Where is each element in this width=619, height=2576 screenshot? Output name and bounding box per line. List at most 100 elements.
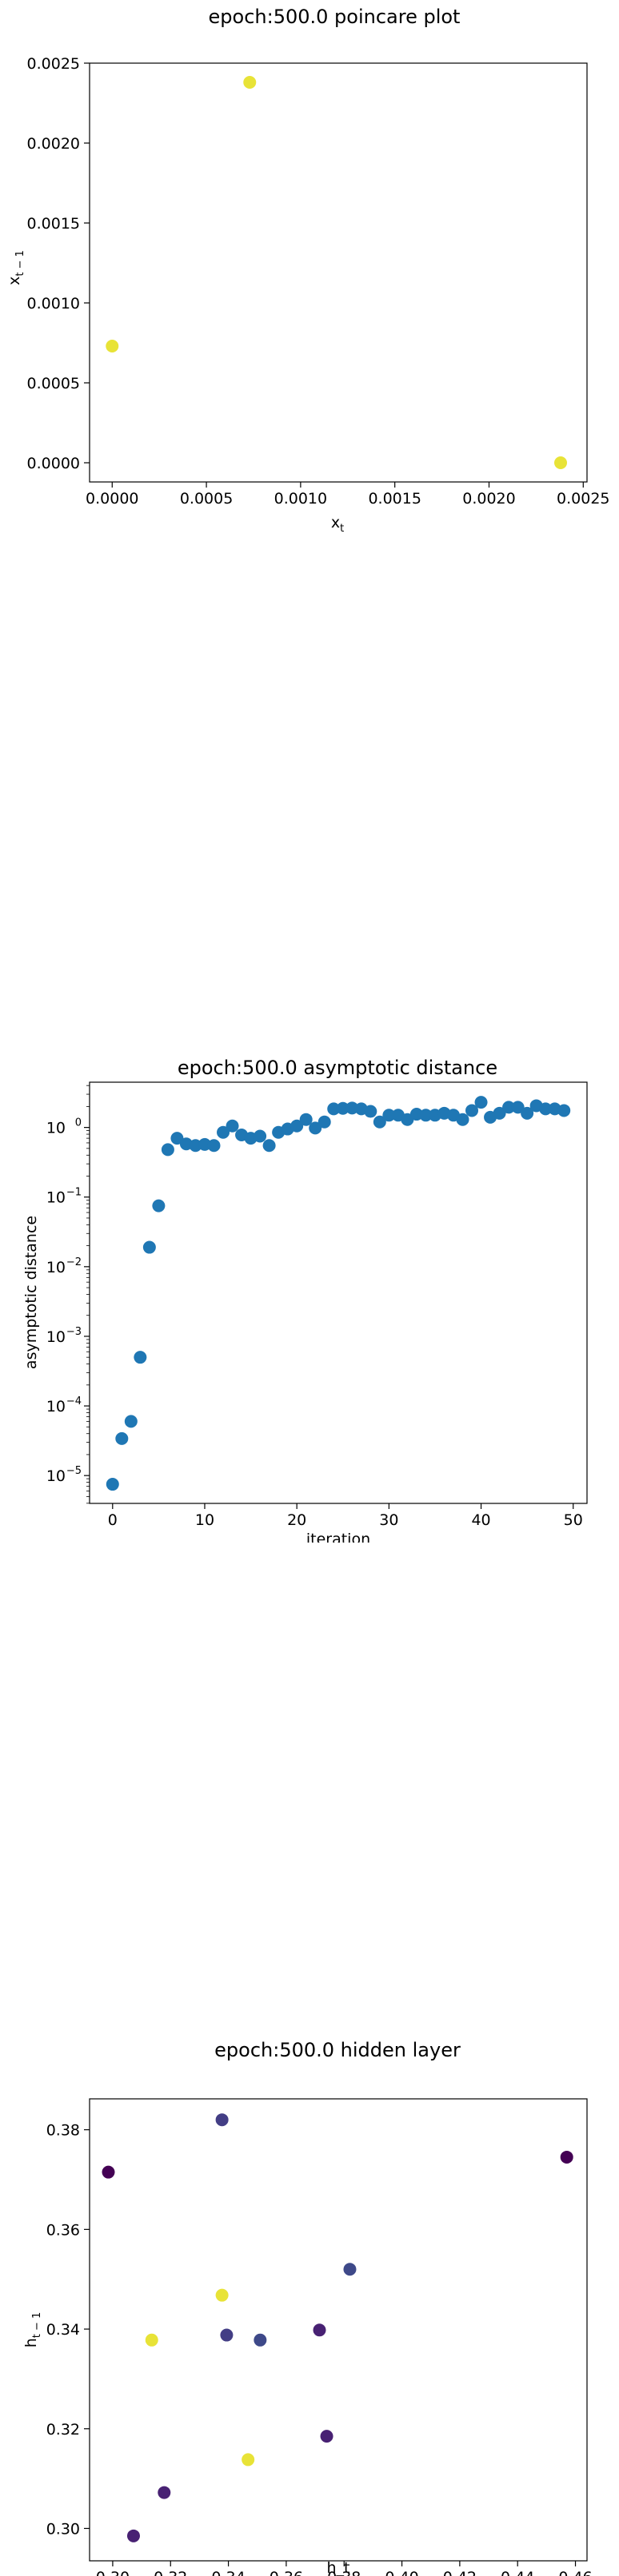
data-point <box>220 2328 234 2342</box>
x-tick-label: 0.46 <box>558 2569 592 2576</box>
x-tick-label: 10 <box>195 1511 214 1529</box>
x-tick-label: 0.0005 <box>180 490 233 508</box>
y-tick-label: 10 <box>46 1328 66 1346</box>
y-axis-label-main: h <box>22 2338 40 2347</box>
x-ticks: 0.0000 0.0005 0.0010 0.0015 0.0020 0.0025 <box>86 482 610 508</box>
x-tick-label: 0.0025 <box>557 490 609 508</box>
poincare-plot-chart: epoch:500.0 poincare plot 0.0000 0.0005 0.… <box>6 6 610 535</box>
data-point <box>290 1119 304 1133</box>
x-tick-label: 0.0020 <box>462 490 515 508</box>
x-tick-label: 30 <box>379 1511 398 1529</box>
y-tick-exponent: −3 <box>66 1326 82 1338</box>
asymptotic-distance-chart: epoch:500.0 asymptotic distance 0 10 20 30 4… <box>22 1057 588 1543</box>
y-axis-label: ht − 1 <box>22 2312 43 2348</box>
x-tick-label: 0.38 <box>327 2569 361 2576</box>
y-tick-label: 10 <box>46 1120 66 1137</box>
data-point <box>102 2165 115 2179</box>
y-tick-exponent: −5 <box>66 1465 82 1477</box>
data-point <box>254 1129 267 1143</box>
data-point <box>243 76 257 89</box>
plot-frame <box>89 62 588 483</box>
y-ticks: 0.0000 0.0005 0.0010 0.0015 0.0020 0.0025 <box>27 55 90 472</box>
chart-title: epoch:500.0 poincare plot <box>209 6 461 28</box>
data-point <box>364 1105 377 1118</box>
y-tick-label: 0.36 <box>46 2221 80 2239</box>
y-tick-label: 0.0015 <box>27 215 80 233</box>
y-tick-mantissa: 10 <box>46 1259 66 1276</box>
data-point <box>313 2323 326 2337</box>
y-axis-label-main: x <box>6 277 23 285</box>
y-tick-label: 0.0020 <box>27 135 80 153</box>
data-point <box>317 1115 331 1129</box>
chart-title: epoch:500.0 asymptotic distance <box>178 1057 497 1079</box>
y-axis-label-sub: t − 1 <box>14 250 26 277</box>
data-point <box>254 2333 267 2347</box>
y-tick-label: 0.34 <box>46 2321 80 2339</box>
data-point <box>327 1102 341 1116</box>
y-tick-label: 0.0025 <box>27 55 80 73</box>
y-axis-label: asymptotic distance <box>22 1216 40 1369</box>
data-point <box>419 1109 433 1122</box>
x-tick-label: 0.36 <box>270 2569 303 2576</box>
points <box>106 1096 571 1491</box>
data-point <box>309 1121 322 1135</box>
data-point <box>158 2486 171 2499</box>
data-point <box>521 1106 534 1120</box>
hidden-layer-chart: epoch:500.0 hidden layer 0.30 0.32 0.34 0.3… <box>22 2039 593 2576</box>
data-point <box>474 1096 488 1109</box>
data-point <box>560 2150 573 2164</box>
y-tick-label: 0.38 <box>46 2122 80 2140</box>
data-point <box>161 1143 174 1157</box>
x-tick-label: 0.40 <box>385 2569 418 2576</box>
data-point <box>456 1113 469 1126</box>
y-tick-exponent: −4 <box>66 1395 82 1407</box>
y-tick-exponent: 0 <box>75 1117 82 1129</box>
data-point <box>382 1109 396 1122</box>
y-tick-mantissa: 10 <box>46 1398 66 1415</box>
data-point <box>242 2453 255 2467</box>
y-axis-label-sub: t − 1 <box>31 2312 43 2339</box>
data-point <box>511 1101 525 1114</box>
y-tick-mantissa: 10 <box>46 1189 66 1207</box>
x-tick-label: 20 <box>287 1511 306 1529</box>
chart-title: epoch:500.0 hidden layer <box>214 2039 461 2061</box>
y-tick-label: 10 <box>46 1259 66 1276</box>
x-tick-label: 0.0000 <box>86 490 138 508</box>
y-tick-label: 0.0000 <box>27 455 80 472</box>
y-tick-label: 0.30 <box>46 2520 80 2538</box>
x-tick-label: 0.42 <box>443 2569 477 2576</box>
x-axis-label: h_t <box>327 2559 350 2576</box>
data-point <box>373 1115 386 1129</box>
data-point <box>207 1139 221 1153</box>
data-point <box>320 2430 333 2443</box>
x-axis-label-main: x <box>331 514 340 532</box>
data-point <box>106 1478 119 1491</box>
data-point <box>226 1119 239 1133</box>
data-point <box>142 1240 156 1254</box>
data-point <box>115 1431 129 1445</box>
data-point <box>557 1104 571 1117</box>
data-point <box>493 1106 506 1120</box>
x-axis-label: iteration <box>306 1531 370 1543</box>
data-point <box>124 1415 138 1428</box>
x-tick-label: 0.34 <box>211 2569 245 2576</box>
data-point <box>170 1132 184 1145</box>
data-point <box>215 2113 229 2127</box>
data-point <box>134 1351 147 1364</box>
data-point <box>502 1101 516 1114</box>
data-point <box>343 2263 357 2276</box>
data-point <box>465 1104 479 1117</box>
y-tick-mantissa: 10 <box>46 1120 66 1137</box>
y-tick-label: 10 <box>46 1189 66 1207</box>
x-ticks: 0.30 0.32 0.34 0.36 0.38 0.40 0.42 0.44 0.46 <box>96 2561 593 2576</box>
x-tick-label: 0.32 <box>154 2569 187 2576</box>
x-tick-label: 0.30 <box>96 2569 130 2576</box>
y-tick-label: 10 <box>46 1398 66 1415</box>
data-point <box>106 340 119 352</box>
y-ticks: 0.30 0.32 0.34 0.36 0.38 <box>46 2122 90 2538</box>
x-tick-label: 50 <box>564 1511 583 1529</box>
x-tick-label: 0.0015 <box>368 490 421 508</box>
y-tick-label: 0.0005 <box>27 375 80 392</box>
y-tick-label: 10 <box>46 1467 66 1485</box>
